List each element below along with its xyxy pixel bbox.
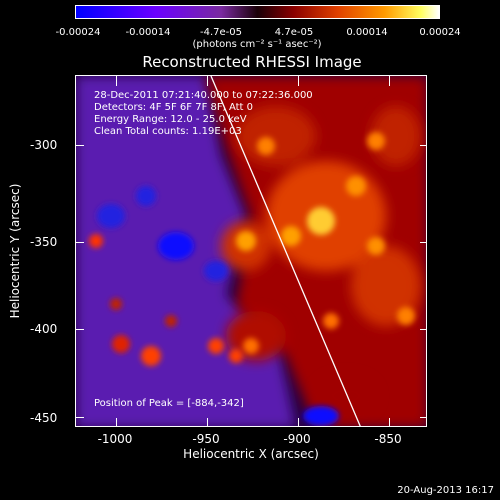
image-frame: 28-Dec-2011 07:21:40.000 to 07:22:36.000… bbox=[75, 75, 427, 427]
info-line-energy: Energy Range: 12.0 - 25.0 keV bbox=[94, 114, 247, 125]
colorbar-tick-label: -0.00014 bbox=[125, 27, 171, 38]
rhessi-image bbox=[76, 76, 426, 426]
y-tick-label: -300 bbox=[30, 138, 58, 152]
colorbar-tick-label: -0.00024 bbox=[55, 27, 101, 38]
colorbar-tick-label: -4.7e-05 bbox=[200, 27, 242, 38]
plot-title: Reconstructed RHESSI Image bbox=[142, 53, 362, 71]
info-line-counts: Clean Total counts: 1.19E+03 bbox=[94, 126, 242, 137]
colorbar bbox=[75, 5, 440, 19]
solar-limb-line bbox=[210, 76, 361, 426]
y-tick-label: -450 bbox=[30, 411, 58, 425]
image-canvas bbox=[76, 76, 426, 426]
plot-date-stamp: 20-Aug-2013 16:17 bbox=[397, 485, 494, 496]
colorbar-tick-label: 4.7e-05 bbox=[274, 27, 314, 38]
x-tick-label: -1000 bbox=[97, 432, 133, 446]
x-tick-label: -900 bbox=[283, 432, 311, 446]
colorbar-tick-label: 0.00014 bbox=[346, 27, 388, 38]
x-tick-label: -850 bbox=[374, 432, 402, 446]
x-tick-label: -950 bbox=[192, 432, 220, 446]
info-line-time: 28-Dec-2011 07:21:40.000 to 07:22:36.000 bbox=[94, 90, 313, 101]
peak-position-label: Position of Peak = [-884,-342] bbox=[94, 398, 244, 409]
info-line-detectors: Detectors: 4F 5F 6F 7F 8F, Att 0 bbox=[94, 102, 254, 113]
colorbar-unit-label: (photons cm⁻² s⁻¹ asec⁻²) bbox=[192, 39, 322, 50]
y-tick-label: -350 bbox=[30, 235, 58, 249]
y-tick-label: -400 bbox=[30, 322, 58, 336]
x-axis-label: Heliocentric X (arcsec) bbox=[183, 447, 319, 461]
colorbar-tick-label: 0.00024 bbox=[419, 27, 461, 38]
y-axis-label: Heliocentric Y (arcsec) bbox=[8, 183, 22, 319]
